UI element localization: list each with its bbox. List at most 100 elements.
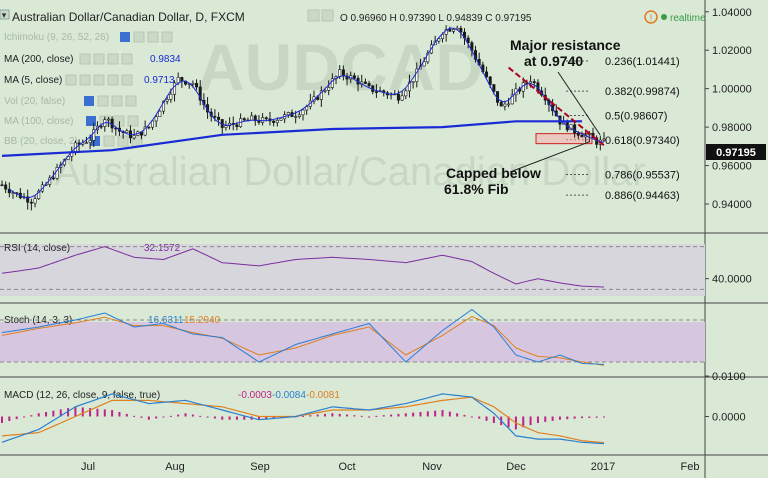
fib-level-label: 0.236(1.01441) [605, 56, 680, 68]
macd-histogram-bar [324, 413, 327, 417]
stoch-k-line [1, 308, 605, 365]
legend-ma200[interactable]: MA (200, close) 0.9834 [4, 53, 181, 65]
candle-body [503, 103, 507, 107]
macd-histogram-bar [23, 416, 26, 418]
candle-body [217, 116, 221, 120]
macd-histogram-bar [45, 411, 48, 417]
macd-histogram-bar [390, 414, 393, 417]
fib-level-label: 0.5(0.98607) [605, 110, 667, 122]
candle-body [327, 87, 331, 91]
macd-histogram-bar [360, 415, 363, 417]
macd-histogram-bar [37, 413, 40, 417]
price-tick-label: 1.02000 [712, 45, 752, 57]
macd-histogram-bar [1, 416, 3, 423]
header-controls[interactable] [307, 9, 334, 22]
candle-body [264, 117, 268, 120]
candle-body [191, 83, 195, 85]
macd-histogram-bar [15, 416, 18, 420]
annotation-capped-line1: Capped below [446, 165, 541, 181]
candle-body [195, 83, 199, 88]
svg-text:!: ! [650, 13, 653, 23]
macd-histogram-bar [309, 415, 312, 417]
legend-ichimoku[interactable]: Ichimoku (9, 26, 52, 26) [4, 31, 173, 43]
macd-histogram-bar [588, 416, 591, 418]
candle-body [448, 28, 452, 32]
macd-histogram-bar [257, 416, 260, 420]
candle-body [510, 94, 514, 105]
macd-histogram-bar [353, 415, 356, 417]
macd-histogram-bar [8, 416, 11, 422]
candle-body [532, 81, 536, 83]
macd-histogram-bar [103, 409, 106, 417]
candle-body [422, 61, 426, 67]
collapse-icon[interactable] [0, 9, 10, 20]
candle-body [162, 100, 166, 112]
legend-ma5[interactable]: MA (5, close) 0.9713 [4, 74, 175, 86]
alert-icon[interactable] [644, 10, 658, 24]
fib-level-label: 0.382(0.99874) [605, 86, 680, 98]
candle-body [0, 184, 4, 187]
candle-body [33, 198, 37, 204]
macd-histogram-bar [448, 411, 451, 417]
candle-body [286, 112, 290, 115]
annotation-resistance-line2: at 0.9740 [524, 53, 583, 69]
macd-histogram-bar [30, 415, 33, 417]
candle-body [529, 81, 533, 84]
candle-body [198, 86, 202, 101]
macd-histogram-bar [206, 416, 209, 418]
legend-bb[interactable]: BB (20, close, 2) [4, 135, 143, 147]
candle-body [301, 109, 305, 116]
macd-histogram-bar [595, 416, 598, 418]
macd-histogram-bar [52, 410, 55, 417]
macd-line [1, 393, 605, 445]
macd-histogram-bar [213, 416, 216, 419]
annotation-arrow [509, 141, 591, 173]
candle-body [507, 103, 511, 106]
candle-body [275, 120, 279, 123]
macd-histogram-bar [558, 416, 561, 420]
macd-legend: MACD (12, 26, close, 9, false, true) [4, 390, 160, 401]
resistance-zone [535, 133, 593, 145]
downtrend-line [507, 66, 605, 147]
macd-histogram-bar [426, 411, 429, 417]
annotation-capped-line2: 61.8% Fib [444, 181, 509, 197]
macd-hist-value: -0.0003 [238, 390, 272, 401]
candle-body [440, 34, 444, 40]
macd-signal-value: -0.0081 [306, 390, 340, 401]
stoch-d-value: 15.2940 [184, 315, 221, 326]
macd-histogram-bar [331, 413, 334, 417]
macd-tick-label: 0.0000 [712, 412, 746, 424]
macd-histogram-bar [81, 407, 84, 417]
ma200-line [1, 120, 582, 157]
price-tick-label: 0.98000 [712, 122, 752, 134]
macd-histogram-bar [434, 410, 437, 417]
rsi-value: 32.1572 [144, 243, 181, 254]
macd-histogram-bar [191, 414, 194, 417]
macd-histogram-bar [111, 410, 114, 417]
time-axis-label: Aug [165, 461, 185, 473]
candle-body [407, 81, 411, 92]
macd-histogram-bar [279, 416, 282, 418]
candle-body [488, 76, 492, 85]
macd-histogram-bar [456, 413, 459, 417]
macd-histogram-bar [177, 414, 180, 417]
macd-histogram-bar [155, 416, 158, 419]
candle-body [466, 37, 470, 43]
candle-body [396, 93, 400, 101]
current-price-badge [706, 144, 766, 160]
macd-histogram-bar [59, 409, 62, 417]
macd-histogram-bar [536, 416, 539, 423]
legend-ma100[interactable]: MA (100, close) [4, 115, 139, 127]
macd-histogram-bar [544, 416, 547, 422]
fib-level-label: 0.886(0.94463) [605, 190, 680, 202]
macd-histogram-bar [404, 413, 407, 417]
candle-body [250, 115, 254, 121]
macd-histogram-bar [118, 411, 121, 417]
price-tick-label: 1.00000 [712, 84, 752, 96]
macd-histogram-bar [140, 416, 143, 418]
candle-body [272, 120, 276, 123]
candle-body [173, 82, 177, 95]
legend-vol[interactable]: Vol (20, false) [4, 95, 137, 107]
price-tick-label: 1.04000 [712, 7, 752, 19]
